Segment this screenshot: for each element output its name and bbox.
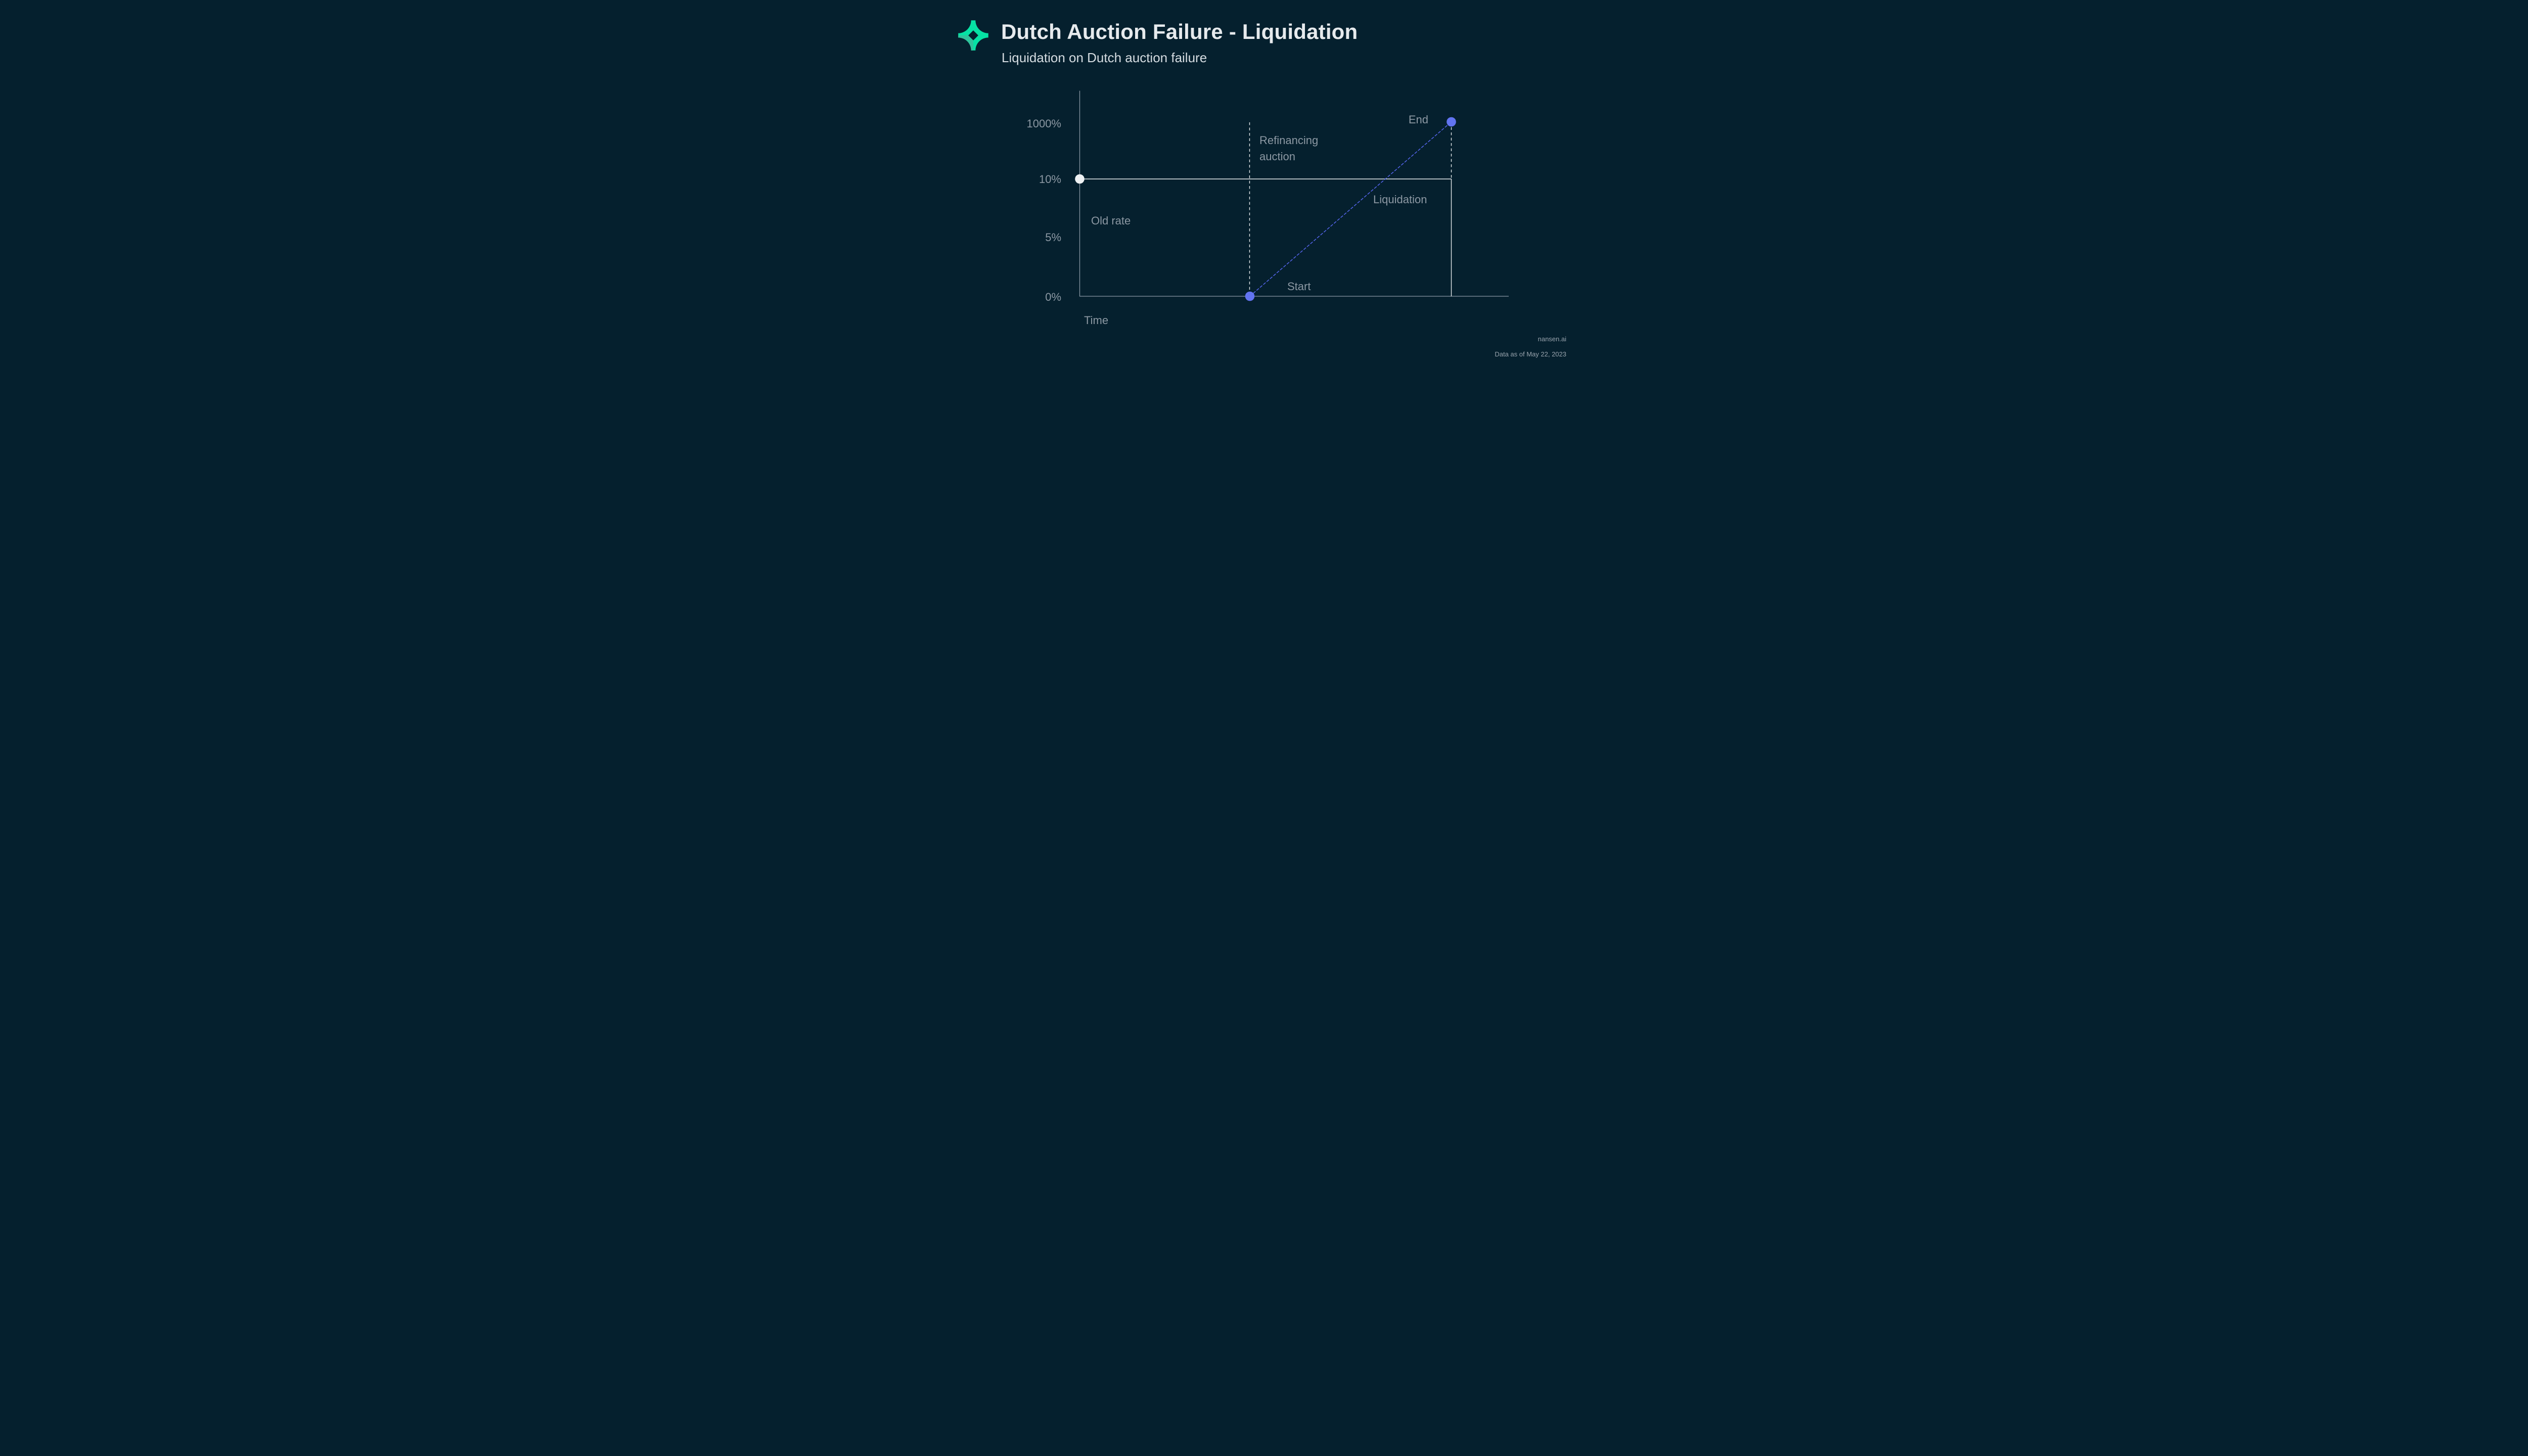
- old-rate-marker: [1075, 174, 1085, 184]
- x-axis-label: Time: [1084, 314, 1109, 327]
- page-title: Dutch Auction Failure - Liquidation: [1001, 20, 1358, 43]
- old-rate-label: Old rate: [1091, 214, 1131, 227]
- y-tick-1000: 1000%: [1026, 117, 1061, 130]
- refinancing-auction-label: Refinancing auction: [1259, 132, 1318, 165]
- start-marker: [1245, 291, 1255, 301]
- nansen-logo-icon: [958, 20, 989, 51]
- chart-canvas: [1075, 90, 1509, 301]
- end-marker: [1447, 117, 1456, 127]
- start-label: Start: [1287, 280, 1311, 293]
- refinancing-auction-label-line1: Refinancing: [1259, 134, 1319, 147]
- y-tick-10: 10%: [1039, 173, 1061, 186]
- liquidation-label: Liquidation: [1373, 193, 1427, 206]
- refinancing-auction-label-line2: auction: [1259, 150, 1295, 163]
- y-tick-5: 5%: [1045, 231, 1061, 244]
- data-as-of-text: Data as of May 22, 2023: [1495, 350, 1566, 358]
- end-label: End: [1408, 113, 1428, 126]
- brand-text: nansen.ai: [1538, 335, 1566, 343]
- y-tick-0: 0%: [1045, 291, 1061, 303]
- page-subtitle: Liquidation on Dutch auction failure: [1002, 50, 1207, 65]
- slide: Dutch Auction Failure - Liquidation Liqu…: [940, 0, 1588, 364]
